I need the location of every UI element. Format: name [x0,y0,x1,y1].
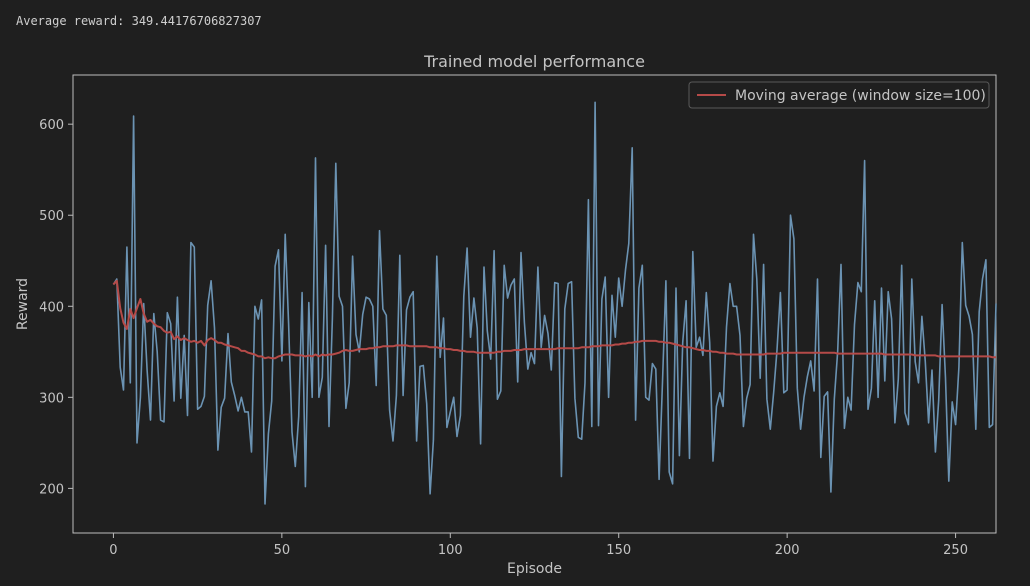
y-tick-label: 600 [39,118,64,133]
y-tick-label: 500 [39,209,64,224]
y-tick-label: 400 [39,300,64,315]
x-tick-label: 150 [606,543,631,558]
legend-label: Moving average (window size=100) [735,88,986,104]
legend-box [688,81,990,109]
y-axis-label: Reward [15,278,31,330]
y-tick-label: 300 [39,391,64,406]
chart-title: Trained model performance [423,52,645,71]
legend: Moving average (window size=100) [688,81,990,109]
moving-average-line [112,279,996,360]
series-layer [112,101,997,505]
x-tick-label: 50 [274,543,291,558]
reward-line [112,101,997,505]
plot-frame [72,74,997,534]
x-tick-label: 200 [775,543,800,558]
x-tick-label: 100 [438,543,463,558]
y-tick-label: 200 [39,482,64,497]
x-axis-label: Episode [507,561,562,577]
x-tick-label: 250 [943,543,968,558]
average-reward-output: Average reward: 349.44176706827307 [16,14,262,28]
x-axis: 0 50 100 150 200 250 [109,533,968,558]
x-tick-label: 0 [109,543,117,558]
y-axis: 200 300 400 500 600 [39,118,73,497]
